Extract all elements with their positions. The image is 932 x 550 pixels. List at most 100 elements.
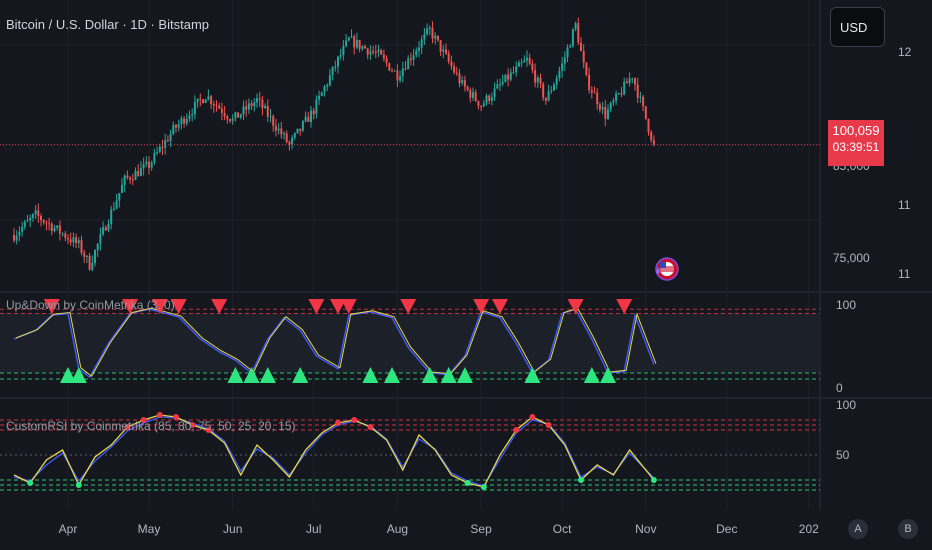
- candle-body: [215, 105, 218, 107]
- rsi-axis-label: 100: [836, 398, 856, 412]
- candle-body: [469, 89, 472, 98]
- sell-signal-marker: [330, 299, 346, 314]
- candle-body: [156, 151, 159, 153]
- candle-body: [488, 95, 491, 101]
- candle-body: [69, 239, 72, 243]
- candle-body: [80, 240, 83, 253]
- candle-body: [531, 63, 534, 70]
- rsi-overbought-dot: [367, 424, 374, 430]
- candle-body: [401, 68, 404, 77]
- updown-line-blue: [13, 308, 655, 379]
- candle-body: [436, 35, 439, 41]
- candle-body: [258, 98, 261, 100]
- candle-body: [420, 39, 423, 48]
- candle-body: [161, 146, 164, 148]
- candle-body: [247, 103, 250, 110]
- candle-body: [480, 105, 483, 107]
- candle-body: [466, 86, 469, 90]
- candle-body: [245, 106, 248, 110]
- candle-body: [83, 252, 86, 257]
- price-axis-label: 12: [898, 45, 912, 59]
- candle-body: [210, 96, 213, 105]
- axis-b-button[interactable]: B: [898, 519, 918, 539]
- candle-body: [463, 80, 466, 87]
- candle-body: [23, 221, 26, 228]
- sell-signal-marker: [567, 299, 584, 314]
- candle-body: [558, 70, 561, 79]
- rsi-axis-label: 50: [836, 448, 850, 462]
- candle-body: [418, 47, 420, 51]
- currency-button[interactable]: USD: [830, 7, 885, 47]
- x-axis-label: Oct: [553, 522, 572, 536]
- price-axis-label: 75,000: [833, 251, 870, 265]
- candle-body: [482, 103, 485, 107]
- candle-body: [237, 112, 240, 118]
- candle-body: [366, 48, 369, 55]
- candle-body: [620, 93, 623, 95]
- candle-body: [272, 116, 275, 126]
- buy-signal-marker: [440, 367, 457, 383]
- candle-body: [102, 227, 105, 235]
- axis-auto-button[interactable]: A: [848, 519, 868, 539]
- candle-body: [142, 164, 145, 168]
- rsi-oversold-dot: [650, 477, 657, 483]
- customrsi-indicator-title[interactable]: CustomRSI by Coinmetrika (85, 80, 75, 50…: [6, 419, 296, 433]
- candle-body: [577, 23, 580, 43]
- candle-body: [358, 40, 361, 49]
- candle-body: [631, 78, 634, 80]
- rsi-line: [13, 414, 655, 488]
- candle-body: [45, 222, 48, 224]
- candle-body: [458, 73, 461, 84]
- candle-body: [547, 91, 550, 101]
- x-axis-label: Dec: [716, 522, 737, 536]
- candle-body: [18, 231, 21, 236]
- rsi-line-smoothed: [13, 416, 655, 487]
- candle-body: [26, 220, 29, 222]
- candle-body: [150, 162, 153, 168]
- candle-body: [67, 238, 69, 240]
- candle-body: [426, 28, 429, 34]
- candle-body: [477, 100, 480, 106]
- buy-signal-marker: [456, 367, 473, 383]
- candle-body: [229, 119, 231, 122]
- updown-band: [0, 313, 820, 373]
- candle-body: [523, 60, 526, 63]
- candle-body: [596, 92, 599, 105]
- candle-body: [288, 141, 291, 145]
- candle-body: [650, 131, 653, 141]
- candle-body: [496, 84, 499, 89]
- candle-body: [580, 42, 582, 52]
- candle-body: [517, 62, 520, 67]
- candle-body: [304, 116, 307, 122]
- sell-signal-marker: [473, 299, 490, 314]
- candle-body: [604, 107, 607, 119]
- candle-body: [442, 49, 445, 52]
- candle-body: [112, 208, 115, 210]
- candle-body: [239, 114, 242, 118]
- candle-body: [220, 108, 223, 113]
- candle-body: [188, 115, 191, 119]
- updown-indicator-title[interactable]: Up&Down by CoinMetrika (3, 0): [6, 298, 175, 312]
- price-axis-label: 11: [898, 267, 911, 281]
- sell-signal-marker: [211, 299, 228, 314]
- candle-body: [312, 110, 315, 115]
- candle-body: [318, 95, 321, 100]
- candle-body: [42, 220, 45, 223]
- candle-body: [380, 49, 383, 55]
- candle-body: [185, 118, 188, 124]
- candle-body: [542, 83, 545, 98]
- rsi-overbought-dot: [189, 422, 196, 428]
- candle-body: [407, 58, 410, 70]
- candle-body: [553, 84, 555, 91]
- sell-signal-marker: [340, 299, 357, 314]
- candle-body: [512, 72, 515, 74]
- candle-body: [40, 216, 42, 221]
- candle-body: [534, 69, 537, 83]
- candle-body: [172, 125, 175, 134]
- candle-body: [404, 68, 407, 70]
- candle-body: [212, 104, 215, 106]
- candle-body: [501, 81, 504, 85]
- candle-body: [285, 133, 288, 142]
- candle-body: [399, 76, 402, 81]
